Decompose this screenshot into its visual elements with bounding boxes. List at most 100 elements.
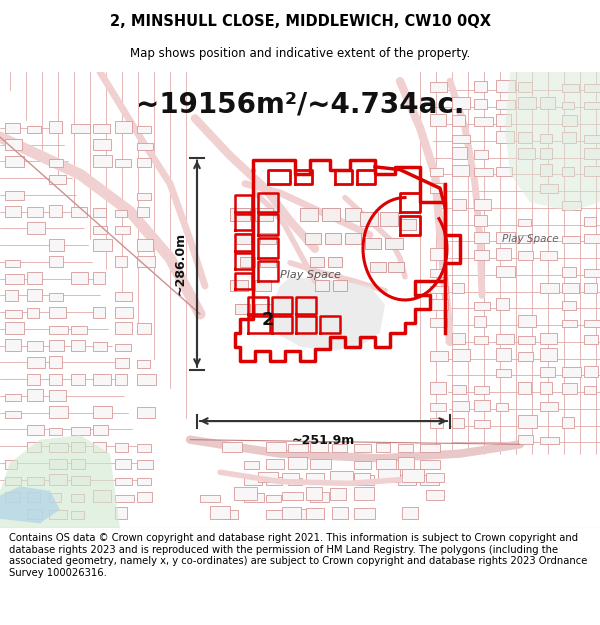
Bar: [137, 323, 151, 334]
Bar: [584, 269, 600, 277]
Bar: [49, 239, 64, 251]
Bar: [365, 238, 381, 249]
Bar: [562, 102, 574, 109]
Bar: [93, 272, 105, 284]
Bar: [325, 233, 341, 244]
Bar: [518, 219, 531, 226]
Bar: [385, 238, 403, 249]
Text: ~251.9m: ~251.9m: [292, 434, 355, 447]
Bar: [71, 340, 85, 351]
Bar: [93, 374, 111, 385]
Bar: [266, 459, 284, 469]
Text: 2: 2: [262, 311, 274, 329]
Bar: [137, 444, 151, 452]
Bar: [137, 374, 156, 385]
Bar: [115, 209, 127, 217]
Bar: [27, 374, 40, 385]
Bar: [49, 121, 62, 133]
Bar: [496, 348, 511, 361]
Bar: [496, 100, 515, 109]
Bar: [360, 213, 378, 226]
Bar: [496, 403, 508, 411]
Bar: [474, 99, 487, 109]
Bar: [115, 292, 132, 301]
Bar: [474, 420, 490, 428]
Bar: [540, 148, 552, 159]
Bar: [402, 469, 424, 482]
Bar: [354, 508, 375, 519]
Bar: [137, 256, 155, 268]
Text: ~19156m²/~4.734ac.: ~19156m²/~4.734ac.: [136, 91, 464, 119]
Bar: [288, 509, 307, 519]
Bar: [310, 459, 331, 469]
Bar: [452, 115, 465, 126]
Bar: [71, 427, 90, 435]
Bar: [452, 199, 466, 209]
Bar: [540, 283, 559, 294]
Bar: [115, 494, 134, 502]
Bar: [310, 442, 328, 452]
Bar: [288, 444, 308, 452]
Bar: [93, 490, 111, 502]
Bar: [200, 494, 220, 502]
Bar: [137, 142, 153, 150]
Bar: [540, 251, 557, 260]
Bar: [93, 155, 112, 167]
Text: Play Space: Play Space: [280, 270, 341, 280]
Bar: [474, 386, 489, 394]
Bar: [496, 232, 515, 243]
Bar: [474, 250, 489, 260]
Bar: [222, 441, 242, 452]
Bar: [27, 308, 39, 318]
Bar: [562, 268, 576, 277]
Bar: [562, 236, 580, 243]
Bar: [288, 458, 307, 469]
Bar: [398, 475, 416, 485]
Bar: [315, 281, 329, 291]
Bar: [71, 476, 90, 485]
Bar: [244, 461, 259, 469]
Polygon shape: [0, 435, 120, 528]
Bar: [27, 222, 45, 234]
Bar: [474, 118, 493, 126]
Bar: [266, 442, 286, 452]
Bar: [420, 475, 439, 485]
Bar: [330, 471, 353, 482]
Bar: [244, 476, 262, 485]
Bar: [27, 289, 42, 301]
Bar: [5, 260, 20, 268]
Bar: [474, 232, 489, 243]
Bar: [354, 461, 371, 469]
Bar: [430, 286, 448, 294]
Bar: [49, 292, 63, 301]
Bar: [71, 124, 90, 133]
Bar: [322, 208, 340, 221]
Bar: [49, 406, 68, 418]
Bar: [71, 494, 84, 502]
Bar: [115, 443, 128, 452]
Bar: [5, 139, 22, 150]
Bar: [584, 102, 600, 109]
Bar: [266, 477, 282, 485]
Bar: [5, 206, 21, 217]
Bar: [380, 213, 398, 226]
Bar: [115, 226, 130, 234]
Bar: [255, 304, 272, 314]
Bar: [496, 266, 515, 277]
Bar: [562, 383, 577, 394]
Bar: [71, 272, 88, 284]
Bar: [562, 367, 581, 378]
Bar: [5, 339, 21, 351]
Bar: [234, 487, 257, 500]
Bar: [474, 302, 490, 310]
Bar: [5, 290, 18, 301]
Bar: [584, 366, 598, 378]
Bar: [93, 425, 108, 435]
Bar: [540, 367, 555, 378]
Bar: [452, 165, 469, 176]
Bar: [328, 257, 342, 268]
Bar: [230, 208, 250, 221]
Bar: [452, 97, 470, 109]
Bar: [354, 487, 374, 500]
Bar: [540, 348, 557, 361]
